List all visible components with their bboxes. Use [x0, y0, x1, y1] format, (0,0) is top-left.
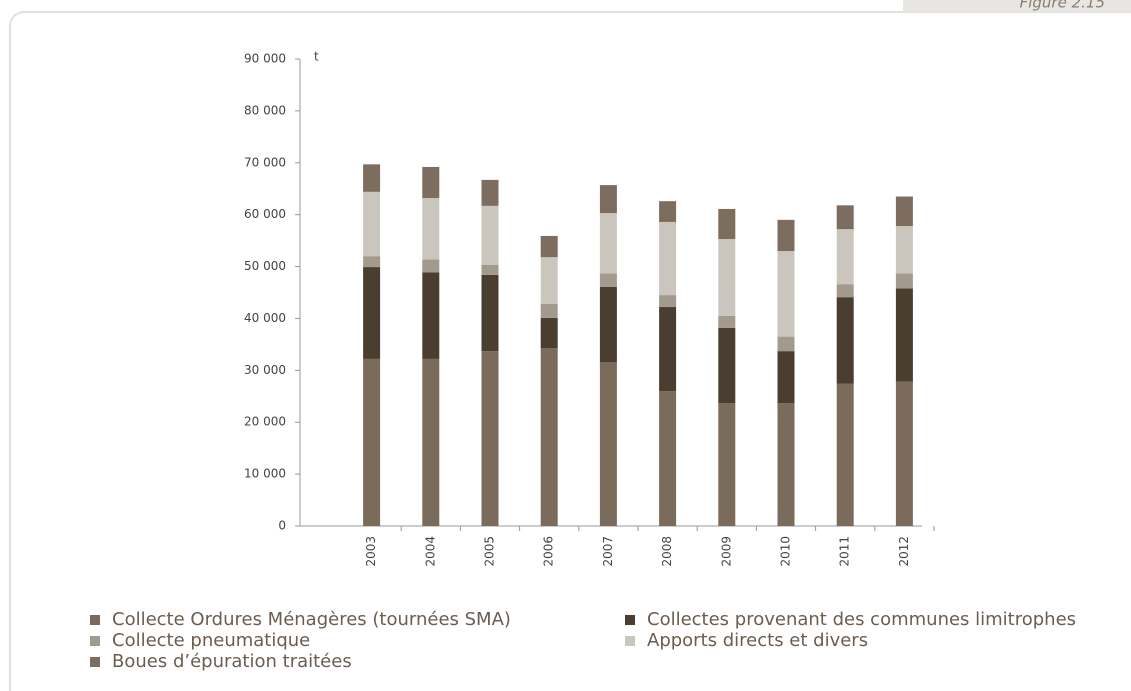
- bar-segment: [836, 205, 854, 230]
- bar-segment: [659, 307, 677, 392]
- figure-label: Figure 2.15: [1020, 0, 1105, 12]
- bar-segment: [422, 358, 440, 526]
- bar-segment: [540, 257, 558, 304]
- bar-segment: [659, 295, 677, 308]
- x-tick-label: 2009: [719, 536, 733, 567]
- legend-swatch: [90, 615, 100, 625]
- x-tick-label: 2011: [838, 536, 852, 567]
- bar-segment: [895, 226, 913, 274]
- bar-segment: [659, 201, 677, 222]
- y-tick-label: 60 000: [244, 207, 286, 221]
- bar-segment: [540, 348, 558, 526]
- y-tick-label: 90 000: [244, 52, 286, 66]
- bar-segment: [895, 288, 913, 382]
- bar-segment: [422, 272, 440, 359]
- bar-segment: [895, 381, 913, 526]
- legend-label: Collecte Ordures Ménagères (tournées SMA…: [112, 609, 511, 630]
- y-tick-label: 40 000: [244, 311, 286, 325]
- bar-segment: [777, 403, 795, 526]
- bar-segment: [540, 317, 558, 349]
- bar-segment: [777, 336, 795, 352]
- bar-segment: [599, 362, 617, 526]
- bar-segment: [718, 208, 736, 240]
- bar-segment: [481, 274, 499, 352]
- y-tick-label: 20 000: [244, 415, 286, 429]
- y-tick-label: 0: [278, 519, 286, 533]
- x-tick-label: 2010: [779, 536, 793, 567]
- bar-segment: [777, 250, 795, 337]
- bar-segment: [363, 256, 381, 268]
- x-tick-label: 2003: [364, 536, 378, 567]
- legend-label: Apports directs et divers: [647, 630, 868, 651]
- bar-segment: [777, 351, 795, 404]
- bar-segment: [777, 219, 795, 251]
- legend-swatch: [90, 657, 100, 667]
- legend-swatch: [625, 615, 635, 625]
- y-tick-label: 30 000: [244, 363, 286, 377]
- bar-segment: [895, 196, 913, 227]
- x-tick-label: 2004: [423, 536, 437, 567]
- y-tick-label: 50 000: [244, 259, 286, 273]
- x-tick-label: 2012: [897, 536, 911, 567]
- bar-segment: [540, 235, 558, 258]
- y-tick-label: 70 000: [244, 155, 286, 169]
- legend-label: Boues d’épuration traitées: [112, 651, 352, 672]
- bar-segment: [659, 391, 677, 526]
- x-tick-label: 2007: [601, 536, 615, 567]
- bar-segment: [659, 221, 677, 296]
- bar-segment: [718, 315, 736, 328]
- bar-segment: [836, 383, 854, 526]
- bar-segment: [599, 185, 617, 214]
- bar-segment: [363, 267, 381, 359]
- bar-segment: [718, 403, 736, 526]
- bar-segment: [718, 239, 736, 316]
- bar-segment: [836, 297, 854, 384]
- bar-segment: [481, 264, 499, 275]
- x-tick-label: 2008: [660, 536, 674, 567]
- bar-segment: [599, 213, 617, 274]
- frame: [9, 11, 1131, 691]
- bar-segment: [481, 179, 499, 206]
- bar-segment: [422, 166, 440, 199]
- legend-label: Collectes provenant des communes limitro…: [647, 609, 1076, 630]
- x-tick-label: 2006: [542, 536, 556, 567]
- figure-tab: [903, 0, 1131, 12]
- bar-segment: [540, 303, 558, 318]
- bar-segment: [422, 198, 440, 260]
- y-tick-label: 10 000: [244, 467, 286, 481]
- bar-segment: [599, 286, 617, 363]
- bar-segment: [599, 273, 617, 287]
- bar-segment: [895, 273, 913, 289]
- bar-segment: [836, 284, 854, 298]
- bar-segment: [363, 191, 381, 257]
- legend-swatch: [625, 636, 635, 646]
- bar-segment: [363, 358, 381, 526]
- bar-segment: [363, 164, 381, 192]
- bar-segment: [422, 259, 440, 273]
- legend-label: Collecte pneumatique: [112, 630, 310, 651]
- bar-segment: [718, 327, 736, 404]
- bar-segment: [836, 229, 854, 285]
- y-tick-label: 80 000: [244, 103, 286, 117]
- legend-swatch: [90, 636, 100, 646]
- bar-segment: [481, 351, 499, 526]
- x-tick-label: 2005: [483, 536, 497, 567]
- bar-segment: [481, 205, 499, 265]
- y-unit: t: [314, 50, 319, 64]
